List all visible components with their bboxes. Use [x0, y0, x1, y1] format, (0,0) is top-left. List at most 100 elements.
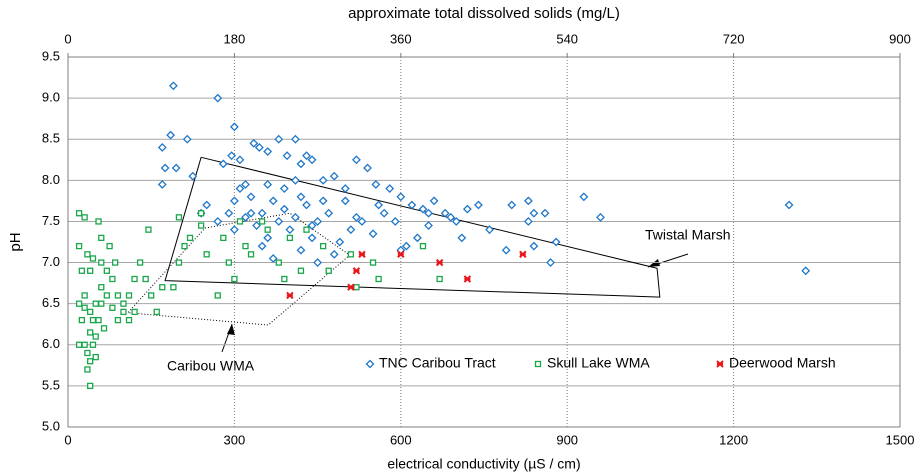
data-point	[98, 234, 105, 242]
data-point	[125, 316, 133, 324]
data-point	[401, 241, 411, 251]
data-point	[98, 300, 105, 307]
data-point	[225, 259, 233, 266]
data-point	[84, 366, 91, 373]
data-point	[263, 233, 273, 243]
data-point	[296, 192, 306, 202]
data-point	[264, 226, 271, 233]
y-tick-label: 8.5	[42, 131, 60, 146]
data-point	[257, 241, 267, 251]
data-point	[579, 192, 589, 202]
data-point	[463, 275, 472, 283]
data-point	[103, 267, 110, 274]
data-point	[784, 200, 794, 210]
data-point	[182, 134, 192, 144]
data-point	[81, 304, 88, 311]
data-point	[801, 266, 811, 276]
data-point	[181, 242, 188, 250]
y-tick-label: 5.5	[42, 377, 60, 392]
data-point	[114, 316, 122, 324]
x2-tick-label: 360	[390, 31, 412, 46]
data-point	[363, 163, 372, 173]
data-point	[371, 180, 381, 189]
data-point	[89, 255, 97, 262]
data-point	[114, 292, 122, 299]
y-tick-label: 7.0	[42, 254, 60, 269]
data-point	[352, 155, 361, 165]
data-point	[507, 200, 517, 210]
data-point	[379, 208, 389, 218]
x-tick-label: 1200	[719, 432, 748, 447]
data-point	[374, 200, 384, 210]
data-point	[142, 275, 149, 283]
region-outline	[126, 212, 351, 326]
data-point	[485, 225, 494, 235]
data-point	[120, 308, 127, 316]
data-point	[95, 316, 102, 324]
data-point	[596, 212, 605, 222]
region-label: Twistal Marsh	[645, 227, 731, 243]
data-point	[397, 250, 405, 259]
data-point	[523, 217, 533, 226]
data-point	[87, 267, 94, 274]
data-point	[103, 292, 110, 299]
data-point	[329, 249, 339, 259]
data-point	[347, 251, 355, 258]
data-point	[78, 267, 86, 274]
data-point	[290, 175, 300, 185]
legend-marker	[534, 360, 542, 368]
data-point	[111, 259, 119, 266]
data-point	[159, 284, 166, 291]
data-point	[175, 259, 183, 266]
data-point	[396, 192, 406, 202]
data-point	[246, 208, 256, 218]
data-point	[98, 284, 105, 291]
data-point	[168, 81, 178, 91]
data-point	[296, 245, 306, 255]
data-point	[353, 284, 360, 291]
data-point	[213, 93, 223, 103]
data-point	[319, 242, 327, 250]
data-point	[347, 283, 355, 291]
data-point	[435, 258, 444, 267]
data-point	[92, 353, 99, 361]
data-point	[145, 226, 152, 233]
data-point	[546, 258, 555, 267]
data-point	[171, 163, 181, 173]
legend-label: Deerwood Marsh	[729, 355, 836, 371]
data-point	[281, 275, 288, 283]
data-point	[286, 234, 294, 242]
data-point	[340, 196, 350, 206]
data-point	[131, 308, 138, 316]
data-point	[529, 241, 539, 251]
x2-tick-label: 720	[723, 31, 745, 46]
data-point	[274, 134, 284, 144]
data-point	[160, 163, 170, 173]
data-point	[247, 251, 255, 258]
x2-tick-label: 180	[224, 31, 246, 46]
data-point	[98, 259, 105, 266]
data-point	[307, 233, 317, 243]
data-point	[87, 358, 94, 365]
data-point	[213, 217, 223, 226]
data-point	[313, 217, 323, 226]
data-point	[157, 180, 167, 189]
data-point	[303, 226, 310, 233]
data-point	[340, 184, 350, 193]
data-point	[429, 196, 439, 206]
data-point	[75, 210, 83, 217]
data-point	[188, 171, 198, 181]
x-tick-label: 0	[64, 432, 71, 447]
data-point	[120, 300, 127, 307]
region-outline	[164, 156, 661, 298]
data-point	[446, 212, 456, 222]
data-point	[81, 292, 88, 299]
legend-marker	[716, 360, 724, 368]
legend-label: TNC Caribou Tract	[379, 355, 496, 371]
data-point	[197, 222, 205, 229]
data-point	[252, 221, 262, 230]
data-point	[390, 217, 400, 226]
data-point	[227, 151, 237, 161]
data-point	[419, 242, 427, 250]
